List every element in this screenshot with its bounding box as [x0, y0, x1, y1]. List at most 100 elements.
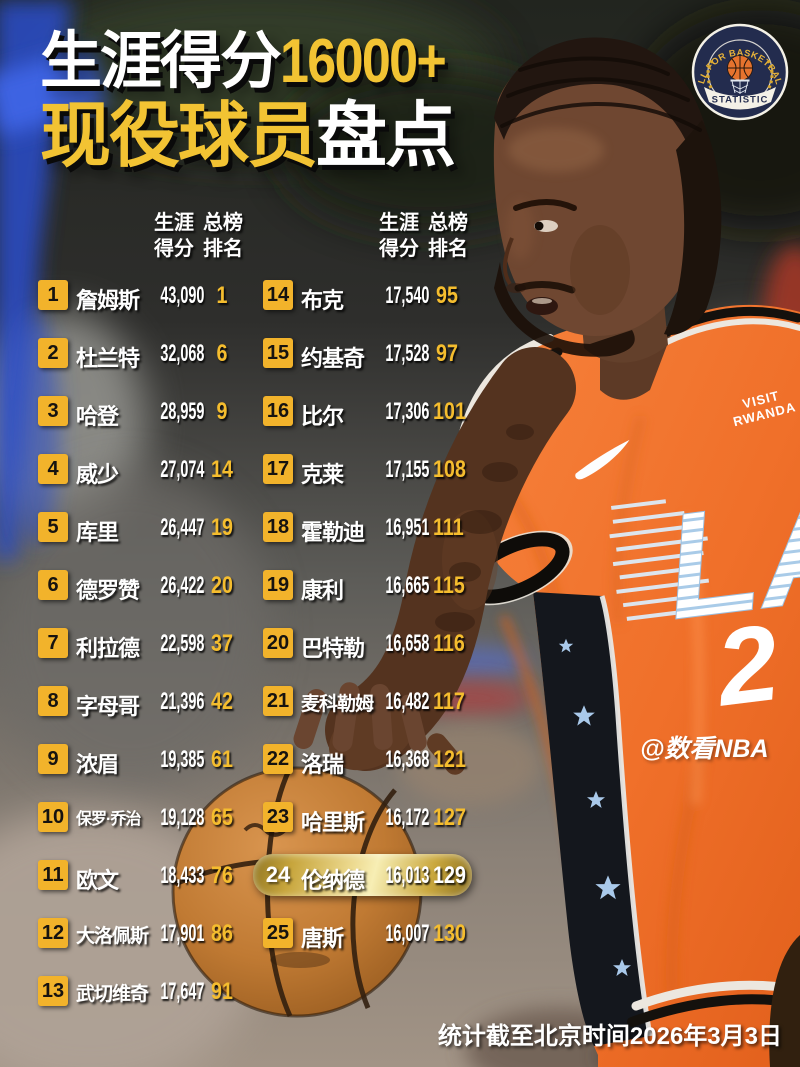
player-name: 保罗·乔治 [76, 811, 141, 828]
player-row: 24 伦纳德 16,013 129 [253, 854, 472, 896]
overall-rank: 61 [211, 746, 233, 773]
overall-rank: 9 [216, 398, 228, 425]
title-line1-gold: 16000+ [280, 27, 447, 96]
overall-rank: 101 [433, 398, 466, 425]
header-career-points: 生涯 得分 [379, 212, 419, 260]
career-points: 17,540 [384, 282, 429, 309]
overall-rank: 20 [211, 572, 233, 599]
jersey-star-panel [533, 592, 653, 1046]
career-points: 17,647 [159, 978, 204, 1005]
career-points: 26,447 [159, 514, 204, 541]
player-name: 威少 [76, 462, 119, 487]
title-line2-gold: 现役球员 [40, 97, 318, 176]
column-headers: 生涯 得分 总榜 排名 [38, 210, 243, 270]
header-overall-rank: 总榜 排名 [203, 212, 243, 260]
player-row: 8 字母哥 21,396 42 [38, 686, 242, 719]
player-name: 伦纳德 [301, 868, 365, 893]
overall-rank: 76 [211, 862, 233, 889]
player-name: 德罗赞 [76, 578, 140, 603]
player-name: 利拉德 [76, 636, 140, 661]
player-row: 7 利拉德 22,598 37 [38, 628, 242, 661]
player-name: 克莱 [301, 462, 344, 487]
player-name: 麦科勒姆 [301, 694, 374, 715]
rank-badge: 5 [38, 512, 68, 542]
career-points: 19,385 [159, 746, 204, 773]
rank-badge: 2 [38, 338, 68, 368]
overall-rank: 95 [436, 282, 458, 309]
right-arm [769, 935, 800, 1067]
statistic-logo-badge: ALL FOR BASKETBALL STATISTIC [691, 23, 789, 121]
player-row: 14 布克 17,540 95 [263, 280, 467, 313]
swoosh-icon [575, 439, 630, 480]
rank-badge: 16 [263, 396, 293, 426]
career-points: 16,007 [384, 920, 429, 947]
career-points: 26,422 [159, 572, 204, 599]
rank-badge: 20 [263, 628, 293, 658]
player-row: 20 巴特勒 16,658 116 [263, 628, 467, 661]
rank-badge: 23 [263, 802, 293, 832]
career-points: 16,368 [384, 746, 429, 773]
overall-rank: 115 [433, 572, 465, 599]
laurel-icon [706, 58, 774, 89]
player-head [493, 37, 722, 363]
career-points: 17,306 [384, 398, 429, 425]
player-name: 霍勒迪 [301, 520, 365, 545]
player-row: 12 大洛佩斯 17,901 86 [38, 918, 242, 948]
rank-badge: 17 [263, 454, 293, 484]
player-jersey: VISIT RWANDA LA 2 [458, 304, 800, 1067]
player-name: 浓眉 [76, 752, 119, 777]
overall-rank: 97 [436, 340, 458, 367]
career-points: 17,155 [384, 456, 429, 483]
player-name: 杜兰特 [76, 346, 140, 371]
rank-badge: 24 [265, 862, 291, 887]
overall-rank: 130 [433, 920, 466, 947]
player-row: 1 詹姆斯 43,090 1 [38, 280, 242, 313]
player-row: 9 浓眉 19,385 61 [38, 744, 242, 777]
player-name: 武切维奇 [76, 984, 149, 1005]
rank-badge: 19 [263, 570, 293, 600]
player-row: 15 约基奇 17,528 97 [263, 338, 467, 371]
player-name: 欧文 [76, 868, 119, 893]
career-points: 27,074 [159, 456, 204, 483]
title-line2-white: 盘点 [316, 97, 456, 176]
player-name: 库里 [76, 520, 119, 545]
player-row: 4 威少 27,074 14 [38, 454, 242, 487]
player-row: 16 比尔 17,306 101 [263, 396, 467, 429]
career-points: 16,658 [384, 630, 429, 657]
footer-note: 统计截至北京时间2026年3月3日 [437, 1023, 782, 1050]
career-points: 17,901 [159, 920, 204, 947]
overall-rank: 129 [433, 862, 466, 889]
career-points: 21,396 [159, 688, 204, 715]
player-row: 25 唐斯 16,007 130 [263, 918, 467, 951]
player-name: 康利 [301, 578, 344, 603]
career-points: 16,172 [384, 804, 429, 831]
career-points: 16,665 [384, 572, 429, 599]
rank-badge: 3 [38, 396, 68, 426]
overall-rank: 117 [433, 688, 465, 715]
blue-band [0, 0, 108, 560]
player-hand [293, 682, 465, 775]
player-row: 19 康利 16,665 115 [263, 570, 467, 603]
career-points: 32,068 [159, 340, 204, 367]
rank-badge: 4 [38, 454, 68, 484]
svg-text:LA: LA [657, 460, 800, 651]
player-row: 22 洛瑞 16,368 121 [263, 744, 467, 777]
badge-banner [704, 87, 776, 110]
career-points: 22,598 [159, 630, 204, 657]
overall-rank: 91 [211, 978, 233, 1005]
career-points: 16,013 [384, 862, 429, 889]
player-row: 2 杜兰特 32,068 6 [38, 338, 242, 371]
overall-rank: 37 [211, 630, 233, 657]
player-name: 巴特勒 [301, 636, 365, 661]
career-points: 16,482 [384, 688, 429, 715]
career-points: 28,959 [159, 398, 204, 425]
player-row: 5 库里 26,447 19 [38, 512, 242, 545]
player-name: 大洛佩斯 [76, 926, 149, 947]
overall-rank: 111 [433, 514, 464, 541]
badge-banner-text: STATISTIC [712, 95, 769, 106]
overall-rank: 86 [211, 920, 233, 947]
header-career-points: 生涯 得分 [154, 212, 194, 260]
rank-badge: 14 [263, 280, 293, 310]
overall-rank: 1 [216, 282, 228, 309]
player-row: 21 麦科勒姆 16,482 117 [263, 686, 467, 716]
